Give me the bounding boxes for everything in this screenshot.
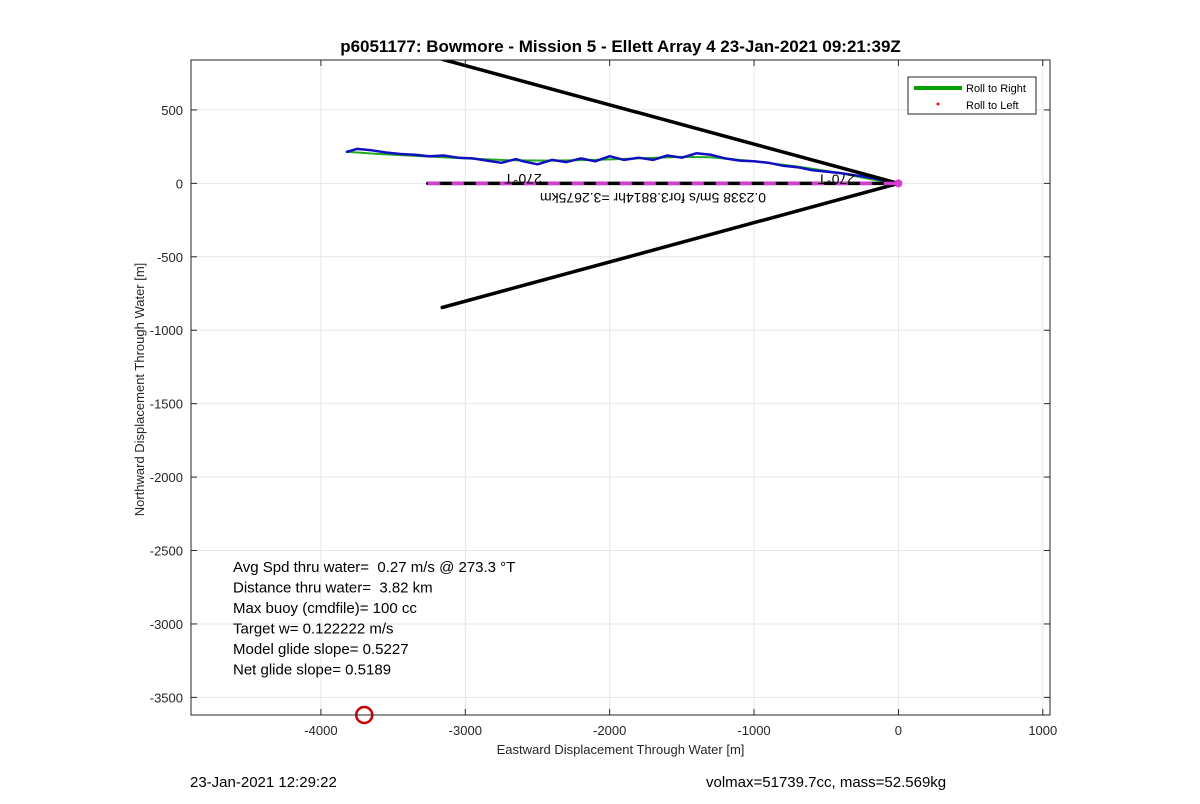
x-tick-label: -4000: [304, 723, 337, 738]
y-tick-label: -500: [157, 250, 183, 265]
stats-line-5: Net glide slope= 0.5189: [233, 662, 391, 679]
legend-label-roll-right: Roll to Right: [966, 83, 1026, 95]
y-tick-label: -1500: [150, 397, 183, 412]
x-axis-label: Eastward Displacement Through Water [m]: [497, 742, 745, 757]
y-tick-label: -1000: [150, 323, 183, 338]
y-tick-label: -2500: [150, 544, 183, 559]
stats-line-3: Target w= 0.122222 m/s: [233, 621, 394, 638]
axes-box: [190, 59, 1051, 716]
stats-line-1: Distance thru water= 3.82 km: [233, 580, 433, 597]
flipped-annotation-1: 270°T: [817, 172, 855, 188]
flipped-annotation-0: 270°T: [504, 171, 542, 187]
legend-box: [907, 76, 1037, 115]
y-tick-label: -3500: [150, 690, 183, 705]
series-line-3: [440, 181, 901, 310]
legend: Roll to Right Roll to Left: [907, 76, 1037, 115]
legend-label-roll-left: Roll to Left: [966, 100, 1019, 112]
legend-swatch-roll-left: [936, 102, 940, 106]
plot-area: [191, 60, 1050, 715]
stats-line-2: Max buoy (cmdfile)= 100 cc: [233, 600, 417, 617]
flipped-annotation-2: 0.2338 5m/s for3.8814hr =3.2675km: [540, 190, 766, 206]
stats-line-4: Model glide slope= 0.5227: [233, 641, 409, 658]
y-tick-label: 0: [176, 176, 183, 191]
series-line-2: [440, 60, 901, 186]
marker-dot: [894, 179, 903, 188]
x-tick-label: -1000: [737, 723, 770, 738]
y-tick-label: -3000: [150, 617, 183, 632]
x-tick-label: 0: [895, 723, 902, 738]
series-line-1: [345, 147, 900, 185]
x-tick-label: 1000: [1028, 723, 1057, 738]
footer-info: volmax=51739.7cc, mass=52.569kg: [706, 774, 947, 791]
x-tick-label: -2000: [593, 723, 626, 738]
chart-title: p6051177: Bowmore - Mission 5 - Ellett A…: [340, 37, 901, 56]
y-tick-label: 500: [161, 103, 183, 118]
footer-timestamp: 23-Jan-2021 12:29:22: [190, 774, 337, 791]
x-tick-label: -3000: [449, 723, 482, 738]
y-tick-label: -2000: [150, 470, 183, 485]
plot-content: 270°T 270°T 0.2338 5m/s for3.8814hr =3.267…: [345, 60, 903, 310]
y-axis-label: Northward Displacement Through Water [m]: [132, 263, 147, 517]
stats-line-0: Avg Spd thru water= 0.27 m/s @ 273.3 °T: [233, 559, 515, 576]
